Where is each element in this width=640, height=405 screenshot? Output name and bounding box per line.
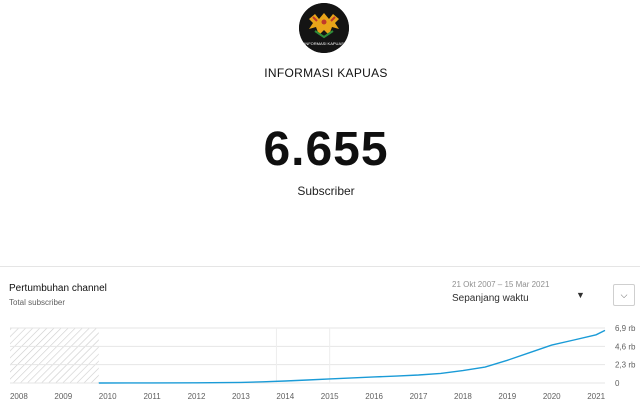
x-tick-label: 2008 bbox=[10, 392, 28, 401]
y-tick-label: 0 bbox=[615, 379, 620, 388]
x-tick-label: 2015 bbox=[321, 392, 339, 401]
x-tick-label: 2020 bbox=[543, 392, 561, 401]
x-tick-label: 2011 bbox=[143, 392, 161, 401]
subscriber-label: Subscriber bbox=[297, 184, 355, 198]
divider bbox=[0, 266, 640, 267]
range-dropdown[interactable]: Sepanjang waktu bbox=[452, 293, 529, 304]
channel-logo: INFORMASI KAPUAS bbox=[299, 3, 349, 53]
caret-down-icon[interactable]: ▼ bbox=[576, 290, 585, 300]
y-tick-label: 6,9 rb bbox=[615, 324, 636, 333]
growth-panel-subtitle: Total subscriber bbox=[9, 298, 66, 307]
date-range-text: 21 Okt 2007 – 15 Mar 2021 bbox=[452, 280, 550, 289]
subscriber-count: 6.655 bbox=[263, 123, 389, 176]
growth-chart: 0 2,3 rb 4,6 rb 6,9 rb 2008 2009 2010 2011 2012 2… bbox=[10, 324, 636, 401]
expand-button[interactable]: ⌵ bbox=[613, 284, 635, 306]
x-tick-label: 2010 bbox=[99, 392, 117, 401]
x-tick-label: 2016 bbox=[365, 392, 383, 401]
x-tick-label: 2012 bbox=[188, 392, 206, 401]
x-tick-label: 2021 bbox=[587, 392, 605, 401]
x-tick-label: 2019 bbox=[498, 392, 516, 401]
x-tick-label: 2013 bbox=[232, 392, 250, 401]
channel-header: INFORMASI KAPUAS INFORMASI KAPUAS 6.655 … bbox=[263, 3, 389, 198]
y-tick-label: 2,3 rb bbox=[615, 361, 636, 370]
chevron-down-icon: ⌵ bbox=[620, 289, 628, 300]
x-tick-label: 2014 bbox=[276, 392, 294, 401]
x-tick-label: 2017 bbox=[410, 392, 428, 401]
no-data-region bbox=[10, 328, 99, 383]
x-tick-label: 2009 bbox=[54, 392, 72, 401]
series-line bbox=[98, 329, 606, 384]
svg-text:INFORMASI KAPUAS: INFORMASI KAPUAS bbox=[304, 41, 344, 46]
y-tick-label: 4,6 rb bbox=[615, 342, 636, 351]
growth-panel-title: Pertumbuhan channel bbox=[9, 283, 107, 294]
x-tick-label: 2018 bbox=[454, 392, 472, 401]
channel-name: INFORMASI KAPUAS bbox=[264, 66, 388, 80]
